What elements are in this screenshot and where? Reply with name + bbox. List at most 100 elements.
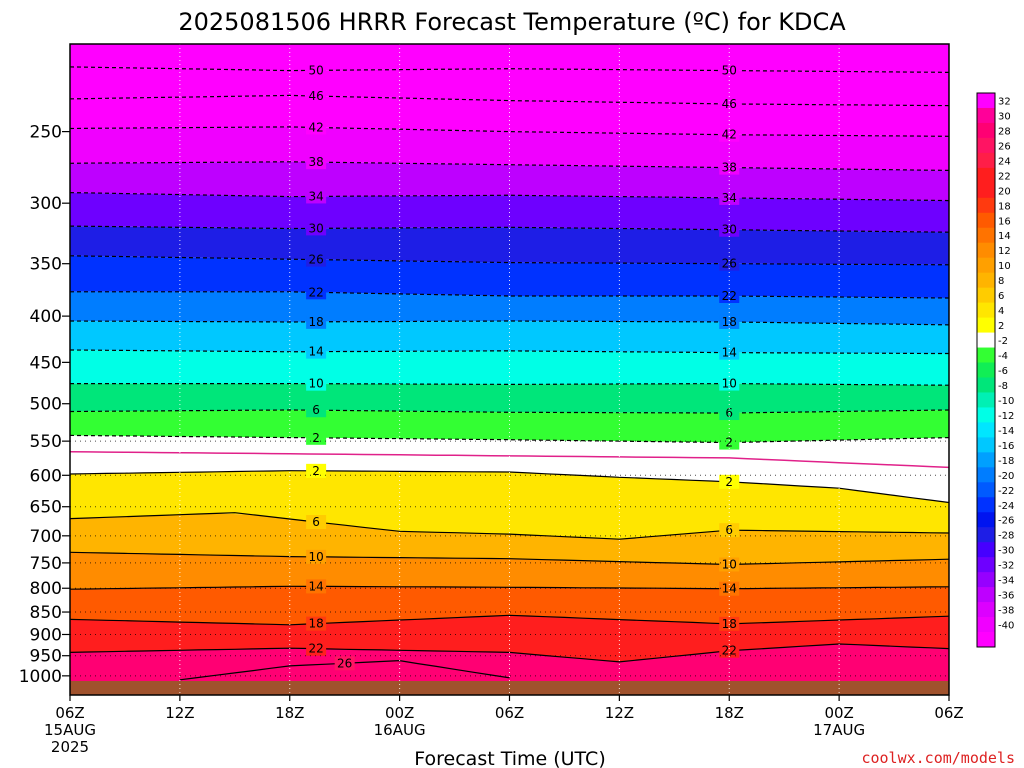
colorbar-label: 12 [998, 246, 1011, 257]
isotherm-label-bg [306, 314, 327, 329]
temperature-band [70, 513, 949, 565]
isotherm-label-bg [719, 127, 740, 142]
colorbar-swatch [977, 407, 995, 423]
x-tick-label: 00Z [385, 704, 414, 722]
isotherm-label-bg [306, 63, 327, 78]
colorbar-label: -2 [998, 336, 1008, 347]
isotherm-label-bg [719, 222, 740, 237]
isotherm-label: 42 [722, 128, 737, 142]
colorbar-swatch [977, 93, 995, 109]
isotherm-label-bg [719, 314, 740, 329]
colorbar-label: -12 [998, 411, 1014, 422]
x-tick-label: 00Z [824, 704, 853, 722]
colorbar-label: 18 [998, 201, 1011, 212]
colorbar-label: -16 [998, 441, 1014, 452]
isotherm-line [70, 585, 949, 590]
isotherm-label-bg [719, 616, 740, 631]
isotherm-line [70, 512, 949, 540]
isotherm-label: 18 [308, 315, 323, 329]
x-tick-label: 12Z [605, 704, 634, 722]
isotherm-label: 34 [308, 189, 323, 203]
colorbar-label: 20 [998, 186, 1011, 197]
colorbar-swatch [977, 182, 995, 199]
colorbar-label: -22 [998, 486, 1014, 497]
colorbar-swatch [977, 452, 995, 468]
colorbar-label: -30 [998, 546, 1014, 557]
temperature-band [70, 552, 949, 590]
isotherm-label-bg [719, 63, 740, 78]
colorbar-swatch [977, 212, 995, 229]
isotherm-label-bg [306, 616, 327, 631]
isotherm-label: 26 [722, 257, 737, 271]
colorbar-label: -26 [998, 516, 1014, 527]
isotherm-label-bg [306, 189, 327, 204]
isotherm-label-bg [719, 376, 740, 391]
credit-text: coolwx.com/models [861, 749, 1015, 767]
colorbar-swatch [977, 572, 995, 588]
isotherm-label: 18 [308, 617, 323, 631]
colorbar-label: 2 [998, 321, 1004, 332]
y-tick-label: 700 [30, 527, 62, 547]
temperature-band [70, 383, 949, 413]
colorbar-label: 6 [998, 291, 1004, 302]
isotherm-label-bg [719, 190, 740, 205]
colorbar-swatch [977, 437, 995, 453]
isotherm-label: 30 [722, 223, 737, 237]
isotherm-label-bg [306, 155, 327, 170]
isotherm-label-bg [306, 641, 327, 656]
isotherm-label: 2 [725, 475, 733, 489]
colorbar-label: 28 [998, 126, 1011, 137]
isotherm-label: 6 [725, 406, 733, 420]
y-tick-label: 950 [30, 647, 62, 667]
isotherm-label: 50 [722, 64, 737, 78]
colorbar-label: -28 [998, 531, 1014, 542]
y-tick-label: 800 [30, 579, 62, 599]
y-tick-label: 1000 [19, 667, 62, 687]
colorbar-label: -10 [998, 396, 1014, 407]
isotherm-label: 50 [308, 63, 323, 77]
x-tick-date: 16AUG [374, 721, 426, 739]
isotherm-label-bg [719, 288, 740, 303]
isotherm-label-bg [719, 256, 740, 271]
y-tick-label: 650 [30, 498, 62, 518]
y-tick-label: 900 [30, 625, 62, 645]
isotherm-label: 26 [308, 253, 323, 267]
isotherm-label-bg [719, 96, 740, 111]
colorbar-swatch [977, 482, 995, 498]
y-tick-label: 850 [30, 603, 62, 623]
isotherm-label: 22 [308, 642, 323, 656]
colorbar-swatch [977, 317, 995, 334]
isotherm-label-bg [719, 406, 740, 421]
isotherm-label: 2 [725, 436, 733, 450]
colorbar-label: 24 [998, 156, 1011, 167]
colorbar-swatch [977, 602, 995, 618]
x-tick-label: 06Z [495, 704, 524, 722]
colorbar-label: 16 [998, 216, 1011, 227]
colorbar-swatch [977, 197, 995, 214]
isotherm-label: 30 [308, 221, 323, 235]
colorbar-swatch [977, 467, 995, 483]
isotherm-label: 6 [312, 403, 320, 417]
y-tick-label: 250 [30, 123, 62, 143]
isotherm-label: 42 [308, 120, 323, 134]
colorbar-swatch [977, 422, 995, 438]
colorbar-swatch [977, 362, 995, 378]
temperature-band [70, 586, 949, 625]
isotherm-label-bg [306, 514, 327, 529]
isotherm-label-bg [719, 160, 740, 175]
isotherm-label-bg [306, 285, 327, 300]
y-tick-label: 350 [30, 255, 62, 275]
isotherm-line [70, 614, 949, 626]
colorbar-frame [976, 92, 996, 648]
isotherm-label-bg [719, 474, 740, 489]
chart-title: 2025081506 HRRR Forecast Temperature (ºC… [178, 8, 846, 36]
isotherm-label-bg [306, 89, 327, 104]
colorbar-swatch [977, 347, 995, 364]
temperature-band [70, 321, 949, 354]
x-tick-date: 17AUG [813, 721, 865, 739]
x-tick-label: 18Z [275, 704, 304, 722]
x-tick-label: 06Z [934, 704, 963, 722]
isotherm-label-bg [306, 221, 327, 236]
colorbar-swatch [977, 557, 995, 573]
